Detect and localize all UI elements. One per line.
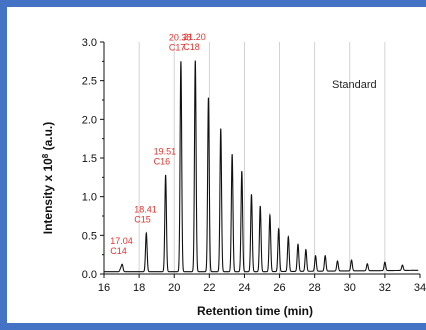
tick-labels: 0.0 0.5 1.0 1.5 2.0 2.5 3.0 16 18 20 22 24 26 28 30 32 3… <box>82 37 426 294</box>
x-tick-label: 34 <box>414 282 426 294</box>
x-tick-label: 22 <box>203 282 215 294</box>
peak-time-label: 19.51 <box>154 146 177 156</box>
peak-time-label: 18.41 <box>134 204 157 214</box>
y-axis-label: Intensity x 108 (a.u.) <box>41 122 56 234</box>
y-axis-label-unit: (a.u.) <box>41 122 55 154</box>
x-tick-label: 26 <box>273 282 285 294</box>
legend-label: Standard <box>332 79 377 91</box>
x-tick-label: 16 <box>98 282 110 294</box>
y-tick-label: 1.0 <box>82 192 97 204</box>
peak-time-label: 17.04 <box>110 236 133 246</box>
y-axis-label-base: Intensity x 10 <box>41 158 55 234</box>
axes <box>100 41 421 278</box>
x-tick-label: 32 <box>379 282 391 294</box>
y-tick-label: 2.0 <box>82 114 97 126</box>
y-tick-label: 3.0 <box>82 37 97 49</box>
chromatogram-trace <box>104 60 419 273</box>
peak-name-label: C16 <box>154 156 171 166</box>
x-tick-label: 28 <box>309 282 321 294</box>
y-axis-label-exponent: 8 <box>41 153 50 158</box>
y-tick-label: 2.5 <box>82 76 97 88</box>
peak-time-label: 21.20 <box>183 32 206 42</box>
x-tick-label: 20 <box>168 282 180 294</box>
peak-time-label: 20.38 <box>169 33 192 43</box>
peak-name-label: C17 <box>169 43 186 53</box>
peak-name-label: C18 <box>183 42 200 52</box>
peak-name-label: C14 <box>110 246 127 256</box>
x-tick-label: 24 <box>238 282 250 294</box>
x-tick-label: 18 <box>133 282 145 294</box>
x-tick-label: 30 <box>344 282 356 294</box>
y-tick-label: 0.5 <box>82 230 97 242</box>
y-tick-label: 1.5 <box>82 153 97 165</box>
y-tick-label: 0.0 <box>82 269 97 281</box>
x-axis-label: Retention time (min) <box>197 304 313 318</box>
peak-name-label: C15 <box>134 214 151 224</box>
grid-lines <box>138 42 386 274</box>
